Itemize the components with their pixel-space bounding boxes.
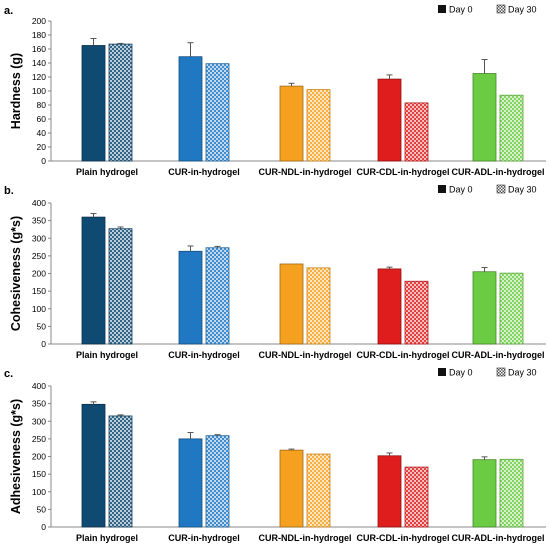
legend-swatch-day0: [438, 185, 446, 193]
bar-day30-1: [205, 63, 230, 162]
bar-day30-4: [499, 458, 524, 528]
x-tick-label: CUR-NDL-in-hydrogel: [259, 167, 352, 177]
bar-day30-1: [205, 247, 230, 345]
y-tick-label: 50: [37, 504, 47, 514]
x-tick-label: CUR-in-hydrogel: [168, 533, 240, 543]
bar-day0-1: [178, 438, 203, 528]
bar-day0-3: [377, 78, 402, 162]
x-tick-label: Plain hydrogel: [76, 167, 138, 177]
x-tick-label: CUR-NDL-in-hydrogel: [259, 533, 352, 543]
x-tick-label: CUR-CDL-in-hydrogel: [357, 533, 450, 543]
y-tick-label: 300: [32, 416, 46, 426]
y-tick-label: 80: [37, 100, 47, 110]
legend-label-day0: Day 0: [449, 185, 473, 195]
bar-day0-0: [81, 403, 106, 528]
bar-day30-3: [404, 466, 429, 528]
y-tick-label: 50: [37, 321, 47, 331]
y-tick-label: 140: [32, 58, 46, 68]
y-tick-label: 200: [32, 452, 46, 462]
y-axis-title: Hardness (g): [9, 53, 23, 129]
y-tick-label: 400: [32, 381, 46, 391]
x-tick-label: CUR-ADL-in-hydrogel: [452, 350, 545, 360]
bar-day0-2: [279, 263, 304, 345]
y-tick-label: 250: [32, 434, 46, 444]
y-tick-label: 0: [41, 339, 46, 349]
legend-swatch-day30: [496, 184, 506, 194]
y-tick-label: 180: [32, 30, 46, 40]
chart-panel-2: c. Adhesiveness (g*s) 0 50 100 150 200 250 300 35…: [4, 367, 546, 543]
x-tick-label: CUR-ADL-in-hydrogel: [452, 533, 545, 543]
bar-day0-2: [279, 85, 304, 162]
chart-panel-0: a. Hardness (g) 0 20 40 60 80 100 120 140 160 180 20…: [4, 4, 546, 177]
x-tick-label: CUR-ADL-in-hydrogel: [452, 167, 545, 177]
bar-day0-1: [178, 56, 203, 162]
y-tick-label: 40: [37, 128, 47, 138]
bar-day30-0: [108, 228, 133, 345]
legend-swatch-day30: [496, 4, 506, 14]
y-tick-label: 350: [32, 216, 46, 226]
panel-label: c.: [4, 368, 13, 380]
y-tick-label: 150: [32, 286, 46, 296]
y-tick-label: 100: [32, 86, 46, 96]
y-tick-label: 160: [32, 44, 46, 54]
y-tick-label: 150: [32, 469, 46, 479]
bar-day0-4: [472, 459, 497, 528]
y-tick-label: 400: [32, 198, 46, 208]
y-tick-label: 100: [32, 487, 46, 497]
bar-day30-2: [306, 89, 331, 162]
y-axis-title: Cohesiveness (g*s): [9, 216, 23, 331]
legend-swatch-day0: [438, 5, 446, 13]
bar-day0-4: [472, 73, 497, 162]
bar-day0-2: [279, 449, 304, 528]
y-tick-label: 0: [41, 156, 46, 166]
bar-day0-1: [178, 250, 203, 345]
bar-day0-4: [472, 271, 497, 345]
x-tick-label: CUR-in-hydrogel: [168, 350, 240, 360]
chart-panel-1: b. Cohesiveness (g*s) 0 50 100 150 200 250 300 35…: [4, 184, 546, 360]
y-tick-label: 60: [37, 114, 47, 124]
legend-label-day0: Day 0: [449, 5, 473, 15]
legend-swatch-day30: [496, 367, 506, 377]
y-tick-label: 250: [32, 251, 46, 261]
panel-label: b.: [4, 185, 14, 197]
bar-day30-4: [499, 94, 524, 162]
bar-day30-4: [499, 272, 524, 345]
bar-day30-2: [306, 453, 331, 528]
x-tick-label: CUR-CDL-in-hydrogel: [357, 350, 450, 360]
x-tick-label: Plain hydrogel: [76, 350, 138, 360]
x-tick-label: CUR-NDL-in-hydrogel: [259, 350, 352, 360]
panel-label: a.: [4, 5, 13, 17]
y-tick-label: 200: [32, 269, 46, 279]
y-tick-label: 0: [41, 522, 46, 532]
x-tick-label: Plain hydrogel: [76, 533, 138, 543]
bar-day30-0: [108, 415, 133, 528]
legend-label-day30: Day 30: [508, 5, 537, 15]
y-tick-label: 300: [32, 233, 46, 243]
x-tick-label: CUR-in-hydrogel: [168, 167, 240, 177]
bar-day30-0: [108, 43, 133, 162]
y-tick-label: 120: [32, 72, 46, 82]
bar-day0-0: [81, 45, 106, 162]
x-tick-label: CUR-CDL-in-hydrogel: [357, 167, 450, 177]
legend-label-day30: Day 30: [508, 368, 537, 378]
y-tick-label: 350: [32, 399, 46, 409]
bar-day0-3: [377, 455, 402, 528]
legend-swatch-day0: [438, 368, 446, 376]
bar-day30-3: [404, 280, 429, 345]
legend-label-day30: Day 30: [508, 185, 537, 195]
y-tick-label: 100: [32, 304, 46, 314]
bar-day30-2: [306, 267, 331, 345]
y-axis-title: Adhesiveness (g*s): [9, 399, 23, 514]
bar-day0-0: [81, 216, 106, 345]
bar-day30-1: [205, 435, 230, 528]
y-tick-label: 200: [32, 16, 46, 26]
legend-label-day0: Day 0: [449, 368, 473, 378]
y-tick-label: 20: [37, 142, 47, 152]
bar-day0-3: [377, 268, 402, 345]
bar-day30-3: [404, 102, 429, 162]
